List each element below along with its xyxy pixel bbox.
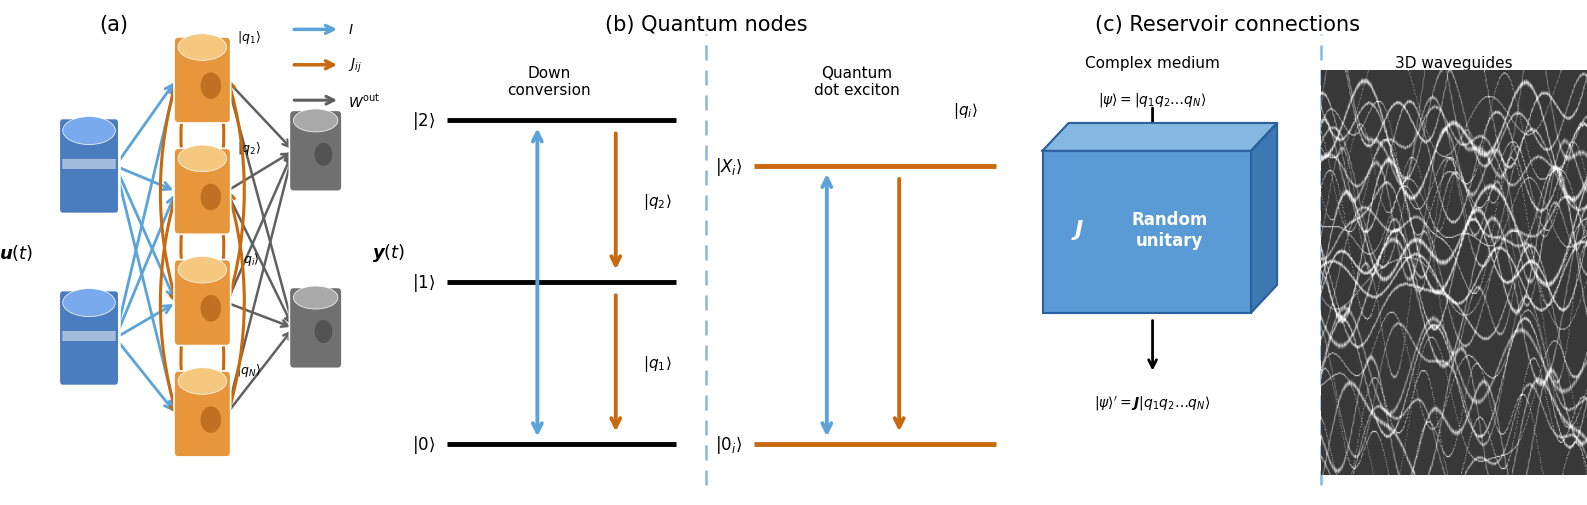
Ellipse shape bbox=[200, 407, 221, 433]
Ellipse shape bbox=[178, 368, 227, 394]
Ellipse shape bbox=[178, 146, 227, 172]
FancyBboxPatch shape bbox=[59, 119, 119, 215]
Text: $|q_N\rangle$: $|q_N\rangle$ bbox=[236, 362, 262, 379]
Text: $|1\rangle$: $|1\rangle$ bbox=[411, 272, 435, 294]
Text: $|0\rangle$: $|0\rangle$ bbox=[411, 433, 435, 456]
FancyBboxPatch shape bbox=[175, 371, 230, 457]
FancyBboxPatch shape bbox=[289, 111, 341, 192]
Text: Quantum
dot exciton: Quantum dot exciton bbox=[814, 66, 900, 98]
Ellipse shape bbox=[178, 257, 227, 283]
Text: $\boldsymbol{J}$: $\boldsymbol{J}$ bbox=[1071, 218, 1084, 242]
Text: $|\psi\rangle' = \boldsymbol{J}|q_1 q_2 \ldots q_N\rangle$: $|\psi\rangle' = \boldsymbol{J}|q_1 q_2 … bbox=[1095, 394, 1211, 412]
Text: $W^\mathrm{out}$: $W^\mathrm{out}$ bbox=[348, 92, 381, 110]
Text: $|q_i\rangle$: $|q_i\rangle$ bbox=[238, 250, 259, 268]
Polygon shape bbox=[1043, 124, 1278, 152]
Text: Down
conversion: Down conversion bbox=[508, 66, 592, 98]
Ellipse shape bbox=[294, 110, 338, 133]
Polygon shape bbox=[1251, 124, 1278, 313]
FancyBboxPatch shape bbox=[62, 160, 116, 170]
FancyBboxPatch shape bbox=[62, 331, 116, 341]
Text: Random
unitary: Random unitary bbox=[1132, 211, 1208, 249]
Text: $|q_2\rangle$: $|q_2\rangle$ bbox=[236, 139, 260, 157]
FancyBboxPatch shape bbox=[1043, 152, 1251, 313]
Text: $\boldsymbol{u}(t)$: $\boldsymbol{u}(t)$ bbox=[0, 242, 33, 263]
Text: (b) Quantum nodes: (b) Quantum nodes bbox=[605, 15, 808, 35]
FancyBboxPatch shape bbox=[175, 38, 230, 124]
FancyBboxPatch shape bbox=[175, 149, 230, 235]
Ellipse shape bbox=[63, 289, 116, 317]
Text: (a): (a) bbox=[98, 15, 129, 35]
FancyBboxPatch shape bbox=[175, 260, 230, 346]
Ellipse shape bbox=[200, 73, 221, 100]
FancyBboxPatch shape bbox=[289, 288, 341, 369]
FancyBboxPatch shape bbox=[59, 290, 119, 386]
Ellipse shape bbox=[294, 286, 338, 310]
Text: $|q_2\rangle$: $|q_2\rangle$ bbox=[643, 192, 671, 212]
Ellipse shape bbox=[200, 184, 221, 211]
Text: (c) Reservoir connections: (c) Reservoir connections bbox=[1095, 15, 1360, 35]
Text: $|\psi\rangle = |q_1 q_2 \ldots q_N\rangle$: $|\psi\rangle = |q_1 q_2 \ldots q_N\rang… bbox=[1098, 91, 1206, 109]
Text: Complex medium: Complex medium bbox=[1086, 56, 1220, 71]
Text: $\boldsymbol{y}(t)$: $\boldsymbol{y}(t)$ bbox=[371, 241, 405, 264]
Ellipse shape bbox=[63, 117, 116, 145]
Text: $|X_i\rangle$: $|X_i\rangle$ bbox=[714, 156, 743, 178]
Ellipse shape bbox=[314, 320, 332, 343]
Text: 3D waveguides: 3D waveguides bbox=[1395, 56, 1512, 71]
Text: $|q_i\rangle$: $|q_i\rangle$ bbox=[954, 101, 978, 121]
Ellipse shape bbox=[178, 35, 227, 61]
Text: $|0_i\rangle$: $|0_i\rangle$ bbox=[716, 433, 743, 456]
Text: $J_{ij}$: $J_{ij}$ bbox=[348, 57, 362, 75]
Text: $|q_1\rangle$: $|q_1\rangle$ bbox=[236, 28, 260, 45]
Ellipse shape bbox=[200, 295, 221, 322]
Text: $|q_1\rangle$: $|q_1\rangle$ bbox=[643, 354, 671, 374]
Ellipse shape bbox=[314, 143, 332, 167]
Text: $|2\rangle$: $|2\rangle$ bbox=[411, 110, 435, 132]
Text: $I$: $I$ bbox=[348, 23, 354, 37]
